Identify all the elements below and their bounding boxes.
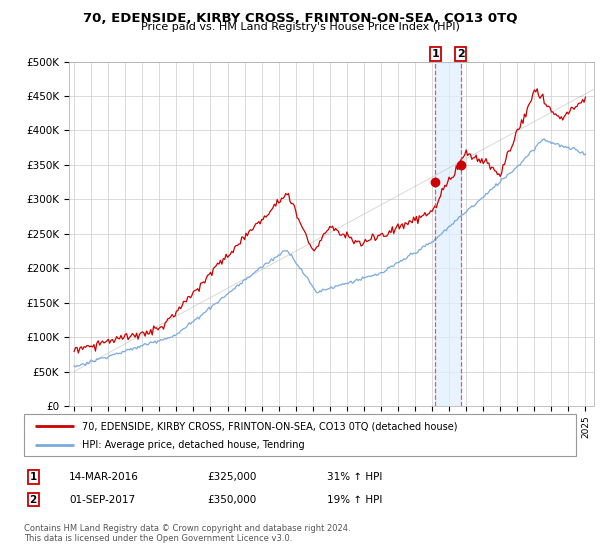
Text: 2: 2 <box>29 494 37 505</box>
Text: 1: 1 <box>431 49 439 59</box>
Text: £325,000: £325,000 <box>207 472 256 482</box>
Bar <box>436 62 461 406</box>
Text: 01-SEP-2017: 01-SEP-2017 <box>69 494 135 505</box>
Text: HPI: Average price, detached house, Tendring: HPI: Average price, detached house, Tend… <box>82 440 305 450</box>
Text: Contains HM Land Registry data © Crown copyright and database right 2024.
This d: Contains HM Land Registry data © Crown c… <box>24 524 350 543</box>
Text: 2: 2 <box>457 49 464 59</box>
Text: 1: 1 <box>29 472 37 482</box>
Text: £350,000: £350,000 <box>207 494 256 505</box>
Text: Price paid vs. HM Land Registry's House Price Index (HPI): Price paid vs. HM Land Registry's House … <box>140 22 460 32</box>
Text: 19% ↑ HPI: 19% ↑ HPI <box>327 494 382 505</box>
Text: 70, EDENSIDE, KIRBY CROSS, FRINTON-ON-SEA, CO13 0TQ: 70, EDENSIDE, KIRBY CROSS, FRINTON-ON-SE… <box>83 12 517 25</box>
Text: 14-MAR-2016: 14-MAR-2016 <box>69 472 139 482</box>
Text: 70, EDENSIDE, KIRBY CROSS, FRINTON-ON-SEA, CO13 0TQ (detached house): 70, EDENSIDE, KIRBY CROSS, FRINTON-ON-SE… <box>82 421 457 431</box>
FancyBboxPatch shape <box>24 414 576 456</box>
Text: 31% ↑ HPI: 31% ↑ HPI <box>327 472 382 482</box>
